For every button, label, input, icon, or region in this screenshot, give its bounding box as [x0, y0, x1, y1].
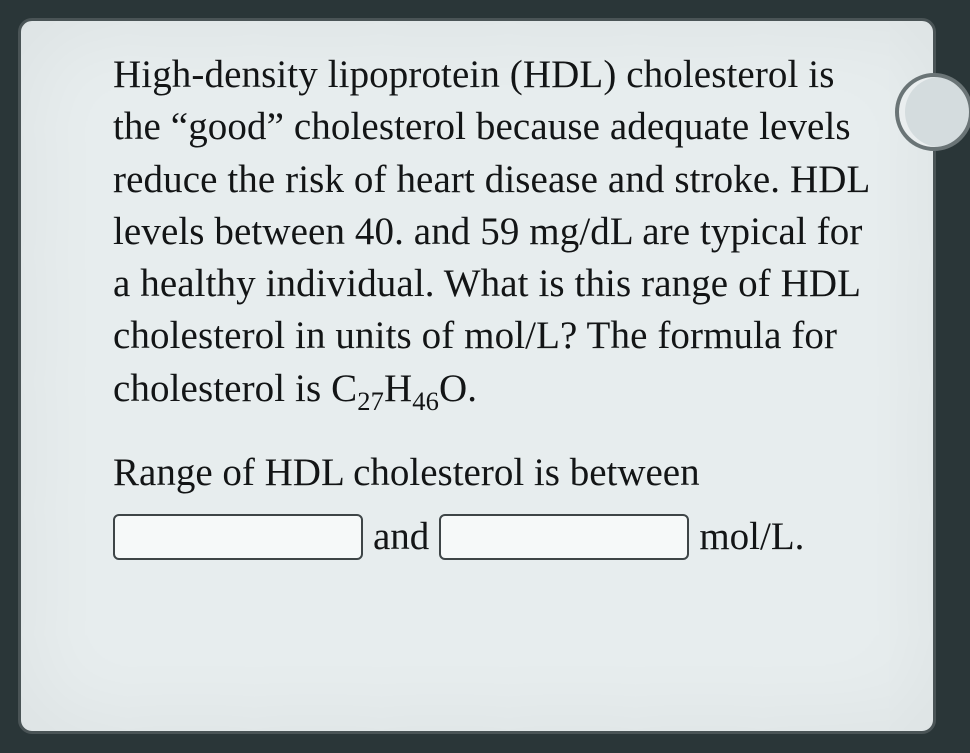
answer-unit: mol/L.	[699, 507, 804, 567]
answer-conjunction: and	[373, 507, 429, 567]
formula-tail: O.	[439, 367, 477, 410]
question-card: High-density lipoprotein (HDL) cholester…	[18, 18, 936, 734]
subscript-h: 46	[412, 385, 439, 415]
question-text: High-density lipoprotein (HDL) cholester…	[113, 49, 887, 415]
answer-lead: Range of HDL cholesterol is between	[113, 451, 700, 494]
answer-row: and mol/L.	[113, 507, 887, 567]
edge-circle-icon	[895, 73, 970, 151]
answer-prompt: Range of HDL cholesterol is between and …	[113, 443, 887, 568]
answer-input-low[interactable]	[113, 514, 363, 560]
question-body: High-density lipoprotein (HDL) cholester…	[113, 53, 869, 410]
answer-input-high[interactable]	[439, 514, 689, 560]
subscript-c: 27	[357, 385, 384, 415]
chemical-formula: C27H46O.	[331, 367, 477, 410]
